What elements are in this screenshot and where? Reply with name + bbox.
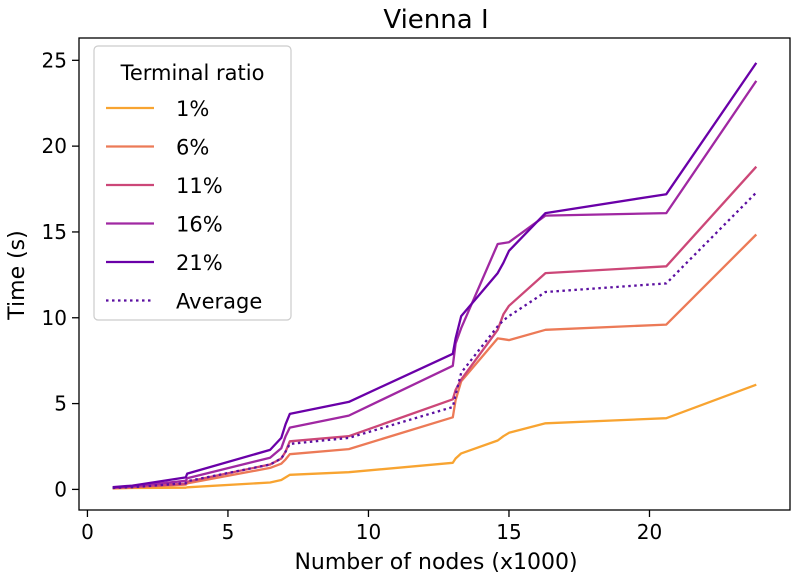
series-line-average xyxy=(112,191,758,490)
x-tick-label: 0 xyxy=(81,520,94,544)
legend-label: Average xyxy=(176,290,262,314)
legend-label: 11% xyxy=(176,174,223,198)
y-tick-label: 15 xyxy=(42,220,67,244)
legend-label: 21% xyxy=(176,251,223,275)
y-tick-label: 0 xyxy=(54,477,67,501)
legend-label: 6% xyxy=(176,136,209,160)
legend-title: Terminal ratio xyxy=(120,61,265,85)
y-tick-label: 25 xyxy=(42,48,67,72)
axes: 0 5 10 15 20 0 5 10 15 20 25 xyxy=(42,37,791,544)
x-axis-label: Number of nodes (x1000) xyxy=(294,550,577,575)
x-tick-label: 20 xyxy=(637,520,662,544)
legend-label: 16% xyxy=(176,213,223,237)
y-tick-label: 20 xyxy=(42,134,67,158)
chart-title: Vienna I xyxy=(383,5,488,35)
y-axis-label: Time (s) xyxy=(5,230,30,320)
legend: Terminal ratio 1% 6% 11% 16% 21% Average xyxy=(93,45,292,321)
series-line-16pct xyxy=(112,80,758,489)
legend-label: 1% xyxy=(176,97,209,121)
x-tick-label: 15 xyxy=(496,520,521,544)
x-tick-label: 10 xyxy=(356,520,381,544)
x-tick-label: 5 xyxy=(222,520,235,544)
series-line-1pct xyxy=(112,383,757,490)
legend-box xyxy=(93,45,292,321)
series-layer xyxy=(112,62,758,490)
y-tick-label: 10 xyxy=(42,306,67,330)
plot-frame xyxy=(78,37,791,511)
y-tick-label: 5 xyxy=(54,392,67,416)
series-line-21pct xyxy=(112,62,758,489)
series-line-11pct xyxy=(112,165,758,490)
